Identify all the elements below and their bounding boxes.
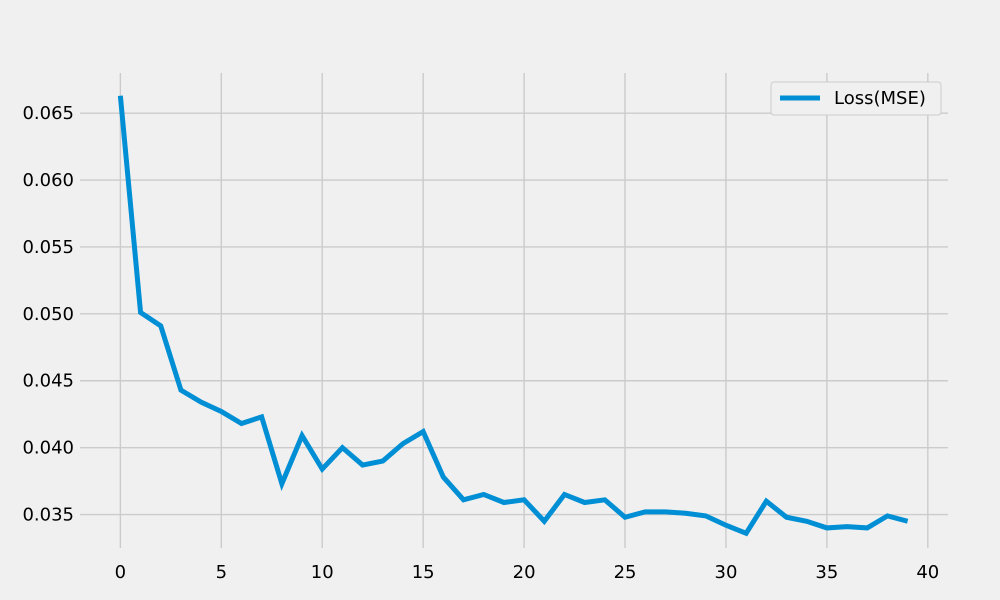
x-tick-label: 40 — [916, 562, 939, 583]
y-tick-label: 0.040 — [22, 438, 74, 459]
x-axis-ticks: 0 5 10 15 20 25 30 35 40 — [115, 562, 940, 583]
y-tick-label: 0.055 — [22, 237, 74, 258]
y-tick-label: 0.060 — [22, 170, 74, 191]
x-tick-label: 35 — [815, 562, 838, 583]
y-tick-label: 0.045 — [22, 371, 74, 392]
legend-label-loss: Loss(MSE) — [834, 88, 926, 109]
y-tick-label: 0.050 — [22, 304, 74, 325]
y-tick-label: 0.065 — [22, 103, 74, 124]
x-tick-label: 5 — [216, 562, 227, 583]
x-tick-label: 20 — [513, 562, 536, 583]
series-line-loss — [117, 95, 909, 537]
x-tick-label: 0 — [115, 562, 126, 583]
grid-lines — [80, 73, 948, 548]
x-tick-label: 25 — [614, 562, 637, 583]
series-lines — [117, 95, 909, 537]
x-tick-label: 30 — [715, 562, 738, 583]
y-axis-ticks: 0.035 0.040 0.045 0.050 0.055 0.060 0.065 — [22, 103, 74, 525]
x-tick-label: 15 — [412, 562, 435, 583]
y-tick-label: 0.035 — [22, 505, 74, 526]
x-tick-label: 10 — [311, 562, 334, 583]
legend: Loss(MSE) — [770, 81, 942, 116]
legend-box — [770, 81, 942, 116]
